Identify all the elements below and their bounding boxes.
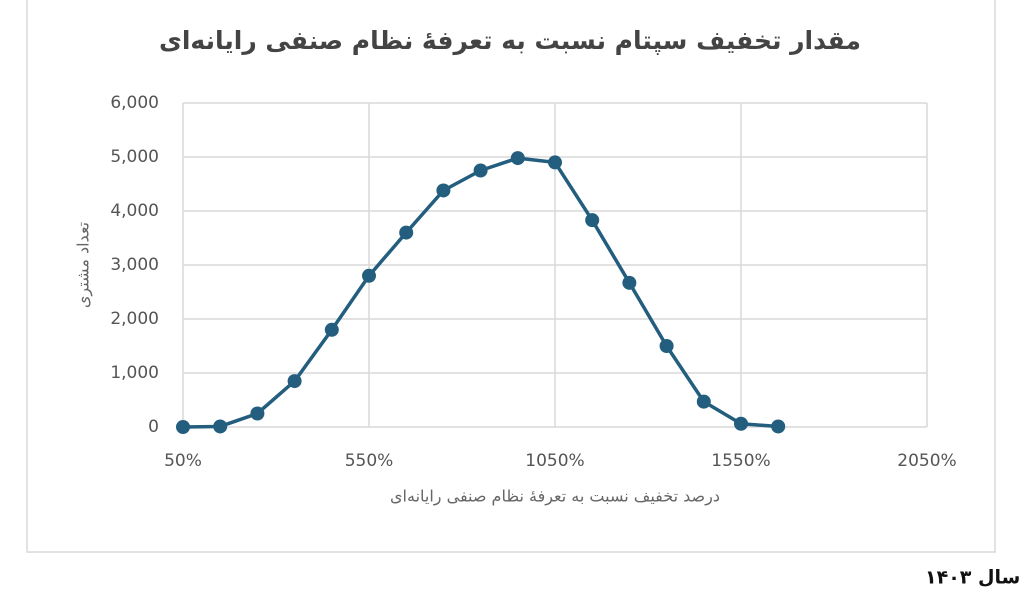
- y-tick-label: 1,000: [110, 363, 159, 383]
- data-point: [250, 406, 265, 421]
- data-point: [585, 213, 600, 228]
- data-point: [399, 225, 414, 240]
- data-point: [548, 155, 562, 170]
- x-tick-label: 2050%: [897, 451, 956, 471]
- y-tick-label: 0: [148, 417, 159, 437]
- data-point: [622, 275, 637, 290]
- data-point: [510, 151, 525, 166]
- y-tick-label: 5,000: [110, 147, 159, 167]
- data-point: [176, 420, 190, 434]
- data-point: [659, 339, 674, 353]
- x-axis-label: درصد تخفیف نسبت به تعرفهٔ نظام صنفی رایا…: [390, 487, 720, 507]
- figure-caption: شکل ۵. نمودار میزان تخفیف در سپتام نسبت …: [925, 567, 1024, 589]
- data-point: [213, 419, 228, 434]
- chart-frame: [26, 0, 996, 553]
- y-tick-label: 4,000: [110, 201, 159, 221]
- x-tick-label: 550%: [345, 451, 394, 471]
- data-point: [287, 374, 302, 389]
- data-point: [324, 322, 339, 337]
- x-tick-label: 50%: [164, 451, 202, 471]
- chart-title: مقدار تخفیف سپتام نسبت به تعرفهٔ نظام صن…: [159, 26, 861, 56]
- data-point: [473, 163, 488, 178]
- y-tick-label: 2,000: [110, 309, 159, 329]
- y-axis-label: تعداد مشتری: [74, 222, 94, 308]
- data-point: [362, 268, 376, 283]
- data-point: [436, 183, 451, 198]
- x-tick-label: 1050%: [525, 451, 584, 471]
- x-tick-label: 1550%: [711, 451, 770, 471]
- data-point: [696, 394, 711, 409]
- data-point: [734, 416, 748, 431]
- y-tick-label: 6,000: [110, 93, 159, 113]
- data-point: [771, 419, 786, 434]
- y-tick-label: 3,000: [110, 255, 159, 275]
